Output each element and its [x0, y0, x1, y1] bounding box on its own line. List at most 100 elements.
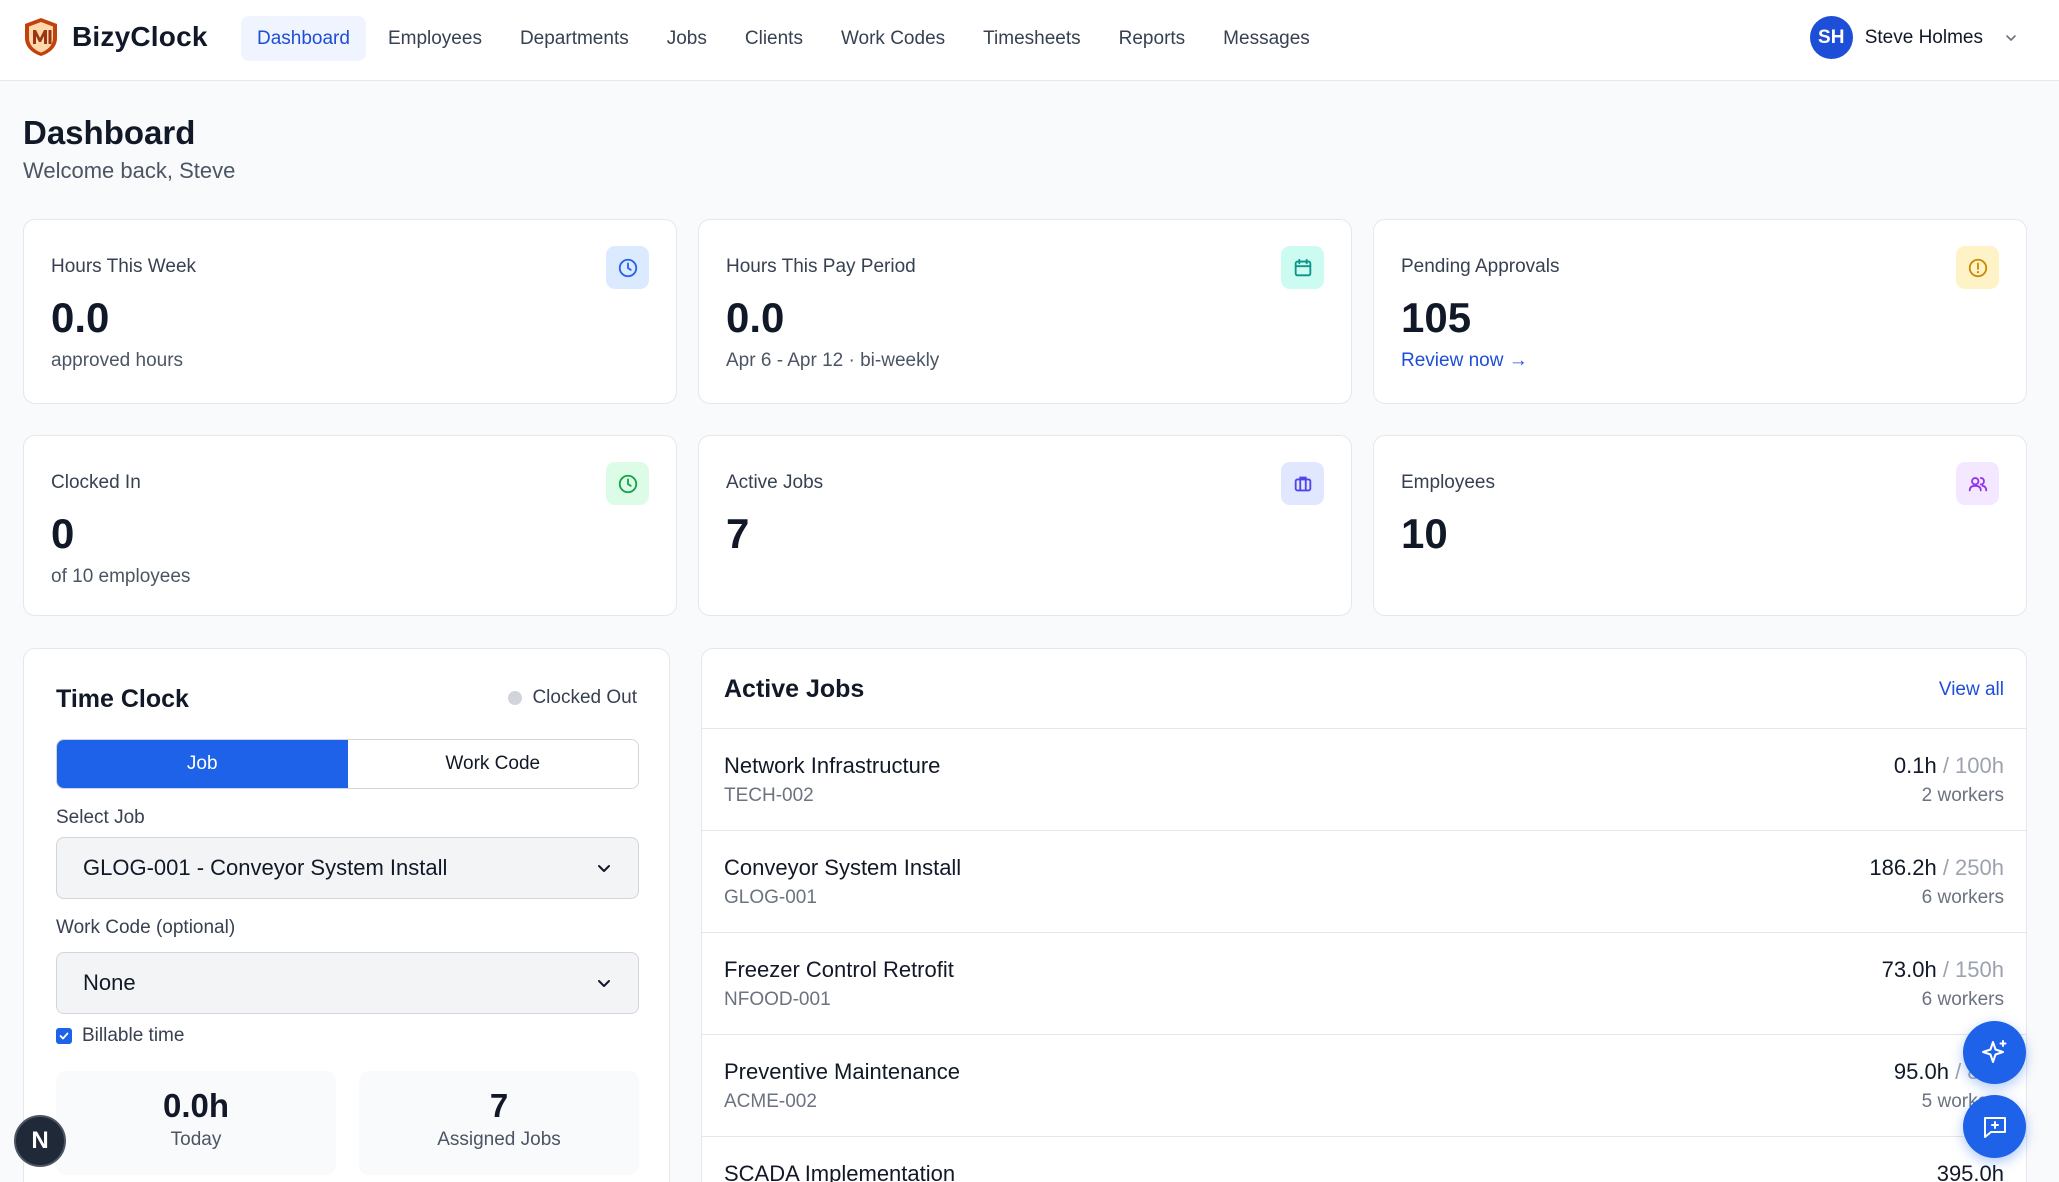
check-icon [59, 1032, 69, 1040]
job-name: Conveyor System Install [724, 855, 962, 880]
work-code-select[interactable]: None [56, 952, 639, 1014]
sparkles-icon [1981, 1039, 2006, 1063]
shield-logo-icon [25, 18, 57, 56]
review-now-link[interactable]: Review now → [1401, 350, 1528, 371]
job-workers: 6 workers [1921, 887, 2004, 908]
today-hours-value: 0.0h [162, 1087, 230, 1124]
time-clock-panel: Time Clock Clocked Out Job Work Code Sel… [23, 648, 670, 1182]
assigned-jobs-label: Assigned Jobs [437, 1129, 561, 1150]
top-navbar: BizyClock Dashboard Employees Department… [0, 0, 2059, 81]
status-dot [508, 691, 523, 705]
nav-dashboard[interactable]: Dashboard [241, 16, 366, 61]
stat-label: Clocked In [51, 472, 141, 493]
job-name: Network Infrastructure [724, 753, 941, 778]
stat-sub: Apr 6 - Apr 12 · bi-weekly [726, 350, 940, 371]
stat-value: 0.0 [51, 294, 110, 341]
page-subtitle: Welcome back, Steve [23, 158, 236, 183]
work-code-label: Work Code (optional) [56, 917, 236, 938]
stat-label: Hours This Week [51, 256, 197, 277]
alert-icon [1956, 246, 1999, 289]
stat-label: Active Jobs [726, 472, 824, 493]
table-row[interactable]: Conveyor System Install GLOG-001 186.2h … [702, 831, 2026, 933]
job-hours: 186.2h / 250h [1869, 855, 2004, 880]
brand-name: BizyClock [72, 21, 208, 52]
stat-card-clocked-in: Clocked In 0 of 10 employees [23, 435, 677, 616]
stat-value: 0 [51, 510, 75, 557]
user-menu[interactable]: SH Steve Holmes [1809, 16, 2019, 59]
job-code: ACME-002 [724, 1091, 817, 1112]
job-workers: 6 workers [1921, 989, 2004, 1010]
job-name: SCADA Implementation [724, 1161, 956, 1182]
table-row[interactable]: Preventive Maintenance ACME-002 95.0h / … [702, 1035, 2026, 1137]
stat-sub: approved hours [51, 350, 184, 371]
stat-card-active-jobs: Active Jobs 7 [698, 435, 1352, 616]
brand[interactable]: BizyClock [22, 16, 208, 58]
tab-job[interactable]: Job [57, 740, 348, 788]
stat-card-hours-week: Hours This Week 0.0 approved hours [23, 219, 677, 404]
nav-timesheets[interactable]: Timesheets [983, 27, 1081, 49]
stat-card-hours-pay-period: Hours This Pay Period 0.0 Apr 6 - Apr 12… [698, 219, 1352, 404]
stat-value: 0.0 [726, 294, 785, 341]
billable-checkbox-row[interactable]: Billable time [56, 1025, 184, 1047]
stat-label: Pending Approvals [1401, 256, 1560, 277]
avatar: SH [1809, 16, 1853, 59]
stat-label: Hours This Pay Period [726, 256, 916, 277]
nav-messages[interactable]: Messages [1223, 27, 1310, 49]
active-jobs-title: Active Jobs [724, 675, 865, 703]
job-workers: 2 workers [1921, 785, 2004, 806]
table-row[interactable]: Freezer Control Retrofit NFOOD-001 73.0h… [702, 933, 2026, 1035]
page-title: Dashboard [23, 114, 196, 151]
job-hours: 73.0h / 150h [1881, 957, 2004, 982]
nav-jobs[interactable]: Jobs [666, 27, 707, 49]
active-jobs-header: Active Jobs View all [702, 649, 2026, 729]
stat-value: 10 [1401, 510, 1448, 557]
user-name: Steve Holmes [1864, 26, 1983, 48]
users-icon [1956, 462, 1999, 505]
nav-work-codes[interactable]: Work Codes [840, 27, 946, 49]
stat-label: Employees [1401, 472, 1495, 493]
clock-status: Clocked Out [508, 687, 637, 709]
clock-icon [606, 246, 649, 289]
today-hours-label: Today [170, 1129, 222, 1150]
main-nav: Dashboard Employees Departments Jobs Cli… [241, 16, 1326, 61]
stat-card-pending-approvals: Pending Approvals 105 Review now → [1373, 219, 2027, 404]
calendar-icon [1281, 246, 1324, 289]
ai-assistant-button[interactable] [1963, 1021, 2026, 1084]
assigned-jobs-value: 7 [489, 1087, 509, 1124]
stat-value: 105 [1401, 294, 1472, 341]
job-hours: 0.1h / 100h [1893, 753, 2004, 778]
briefcase-icon [1281, 462, 1324, 505]
dev-tools-badge[interactable]: N [14, 1115, 66, 1167]
assigned-jobs-tile: 7 Assigned Jobs [359, 1071, 639, 1175]
billable-label: Billable time [82, 1025, 185, 1046]
clock-icon [606, 462, 649, 505]
view-all-link[interactable]: View all [1938, 679, 2004, 700]
chat-button[interactable] [1963, 1095, 2026, 1158]
nav-clients[interactable]: Clients [744, 27, 803, 49]
job-select-value: GLOG-001 - Conveyor System Install [83, 855, 448, 880]
stat-sub: of 10 employees [51, 566, 191, 587]
job-code: TECH-002 [724, 785, 814, 806]
table-row[interactable]: Network Infrastructure TECH-002 0.1h / 1… [702, 729, 2026, 831]
chevron-down-icon [598, 980, 610, 987]
nav-employees[interactable]: Employees [387, 27, 482, 49]
job-hours: 395.0h [1936, 1161, 2004, 1182]
clock-status-text: Clocked Out [532, 687, 637, 708]
chevron-down-icon [2006, 34, 2016, 41]
active-jobs-panel: Active Jobs View all Network Infrastruct… [701, 648, 2027, 1182]
job-code: NFOOD-001 [724, 989, 831, 1010]
job-select[interactable]: GLOG-001 - Conveyor System Install [56, 837, 639, 899]
chevron-down-icon [598, 865, 610, 872]
nav-reports[interactable]: Reports [1118, 27, 1186, 49]
table-row[interactable]: SCADA Implementation 395.0h [702, 1137, 2026, 1182]
message-square-icon [1983, 1116, 2006, 1138]
job-code: GLOG-001 [724, 887, 817, 908]
job-name: Freezer Control Retrofit [724, 957, 954, 982]
tab-work-code[interactable]: Work Code [347, 740, 638, 788]
nav-departments[interactable]: Departments [519, 27, 629, 49]
work-code-select-value: None [83, 970, 136, 995]
stat-value: 7 [726, 510, 750, 557]
today-hours-tile: 0.0h Today [56, 1071, 336, 1175]
billable-checkbox[interactable] [56, 1028, 72, 1044]
time-clock-title: Time Clock [56, 685, 189, 713]
